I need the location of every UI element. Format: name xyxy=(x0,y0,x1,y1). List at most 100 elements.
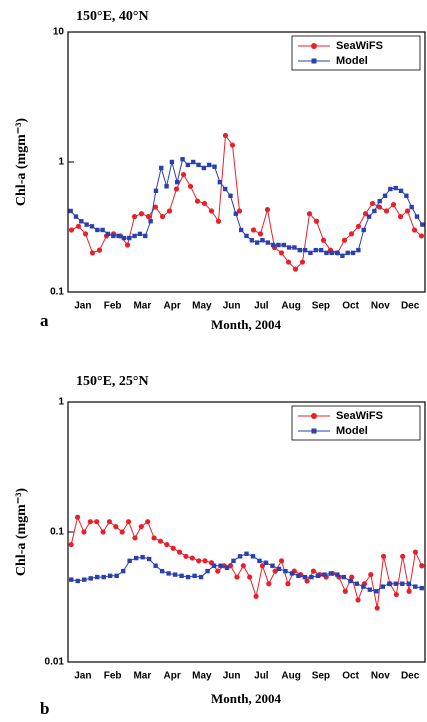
data-point xyxy=(341,237,348,243)
x-axis-label: Month, 2004 xyxy=(211,691,282,706)
data-point xyxy=(159,568,165,574)
data-point xyxy=(289,571,295,576)
data-point xyxy=(406,588,412,594)
data-point xyxy=(380,584,386,589)
x-tick-label: Jun xyxy=(223,301,241,312)
data-point xyxy=(121,235,127,241)
data-point xyxy=(180,157,185,162)
data-point xyxy=(113,524,119,530)
data-point xyxy=(164,184,169,189)
data-point xyxy=(95,574,100,580)
data-point xyxy=(125,519,132,525)
data-point xyxy=(400,581,405,586)
data-point xyxy=(107,573,113,579)
y-tick-label: 1 xyxy=(58,397,64,408)
data-point xyxy=(281,242,286,248)
data-point xyxy=(89,224,95,229)
data-point xyxy=(355,223,362,229)
data-point xyxy=(179,573,184,579)
data-point xyxy=(170,545,176,551)
data-point xyxy=(296,573,301,579)
x-tick-label: Jan xyxy=(74,301,91,312)
x-tick-label: Jul xyxy=(254,301,269,312)
data-point xyxy=(194,198,201,204)
data-point xyxy=(166,571,171,576)
data-point xyxy=(68,541,74,548)
data-point xyxy=(388,186,393,192)
data-point xyxy=(304,578,310,584)
data-point xyxy=(263,560,269,565)
data-point xyxy=(79,219,84,224)
data-point xyxy=(152,204,159,210)
data-point xyxy=(345,250,350,256)
data-point xyxy=(196,162,201,168)
data-point xyxy=(215,568,221,574)
data-point xyxy=(257,558,262,564)
data-point xyxy=(309,574,314,580)
data-point xyxy=(335,572,340,577)
x-tick-label: Aug xyxy=(281,671,300,682)
data-point xyxy=(244,551,249,556)
data-point xyxy=(196,558,202,564)
data-point xyxy=(397,214,404,220)
x-tick-label: Jan xyxy=(74,671,91,682)
data-point xyxy=(222,132,229,139)
legend-box xyxy=(291,405,421,441)
data-point xyxy=(198,574,204,580)
x-tick-label: Mar xyxy=(133,301,151,312)
data-point xyxy=(100,529,106,535)
data-point xyxy=(116,233,121,239)
data-point xyxy=(409,204,414,210)
data-point xyxy=(189,555,195,561)
legend-marker xyxy=(311,428,317,434)
data-point xyxy=(259,563,266,569)
data-point xyxy=(254,240,260,245)
data-point xyxy=(101,574,106,580)
data-point xyxy=(329,250,334,256)
data-point xyxy=(276,566,282,572)
legend-marker xyxy=(311,43,317,49)
data-point xyxy=(133,555,139,561)
y-axis-label: Chl-a (mgm⁻³) xyxy=(14,118,29,207)
y-axis-label: Chl-a (mgm⁻³) xyxy=(14,488,29,577)
data-point xyxy=(145,214,152,220)
series-line xyxy=(253,202,422,270)
data-point xyxy=(208,208,215,214)
data-point xyxy=(283,568,288,574)
data-point xyxy=(120,568,126,574)
data-point xyxy=(382,193,388,198)
data-point xyxy=(340,253,345,258)
data-point xyxy=(187,183,194,189)
data-point xyxy=(361,227,366,233)
data-point xyxy=(68,208,73,214)
data-point xyxy=(157,538,164,544)
x-tick-label: Feb xyxy=(104,671,122,682)
data-point xyxy=(249,238,255,243)
data-point xyxy=(250,227,257,233)
y-tick-label: 10 xyxy=(53,27,65,38)
plot-area xyxy=(68,514,425,611)
x-tick-label: Sep xyxy=(312,671,330,682)
data-point xyxy=(278,558,285,564)
panel-label: a xyxy=(40,311,49,330)
y-tick-label: 0.1 xyxy=(50,527,64,538)
data-point xyxy=(253,593,259,599)
data-point xyxy=(324,250,329,256)
data-point xyxy=(127,235,132,241)
data-point xyxy=(419,585,424,591)
data-point xyxy=(176,549,183,555)
data-point xyxy=(413,584,418,589)
data-point xyxy=(380,553,387,559)
data-point xyxy=(369,200,376,207)
data-point xyxy=(244,233,249,239)
data-point xyxy=(95,227,100,233)
chart-title: 150°E, 25°N xyxy=(76,374,149,389)
data-point xyxy=(69,577,74,582)
y-tick-label: 0.01 xyxy=(45,657,65,668)
data-point xyxy=(127,558,132,564)
data-point xyxy=(172,572,178,577)
data-point xyxy=(84,222,89,227)
data-point xyxy=(146,556,152,562)
data-point xyxy=(315,573,321,579)
data-point xyxy=(302,247,308,253)
